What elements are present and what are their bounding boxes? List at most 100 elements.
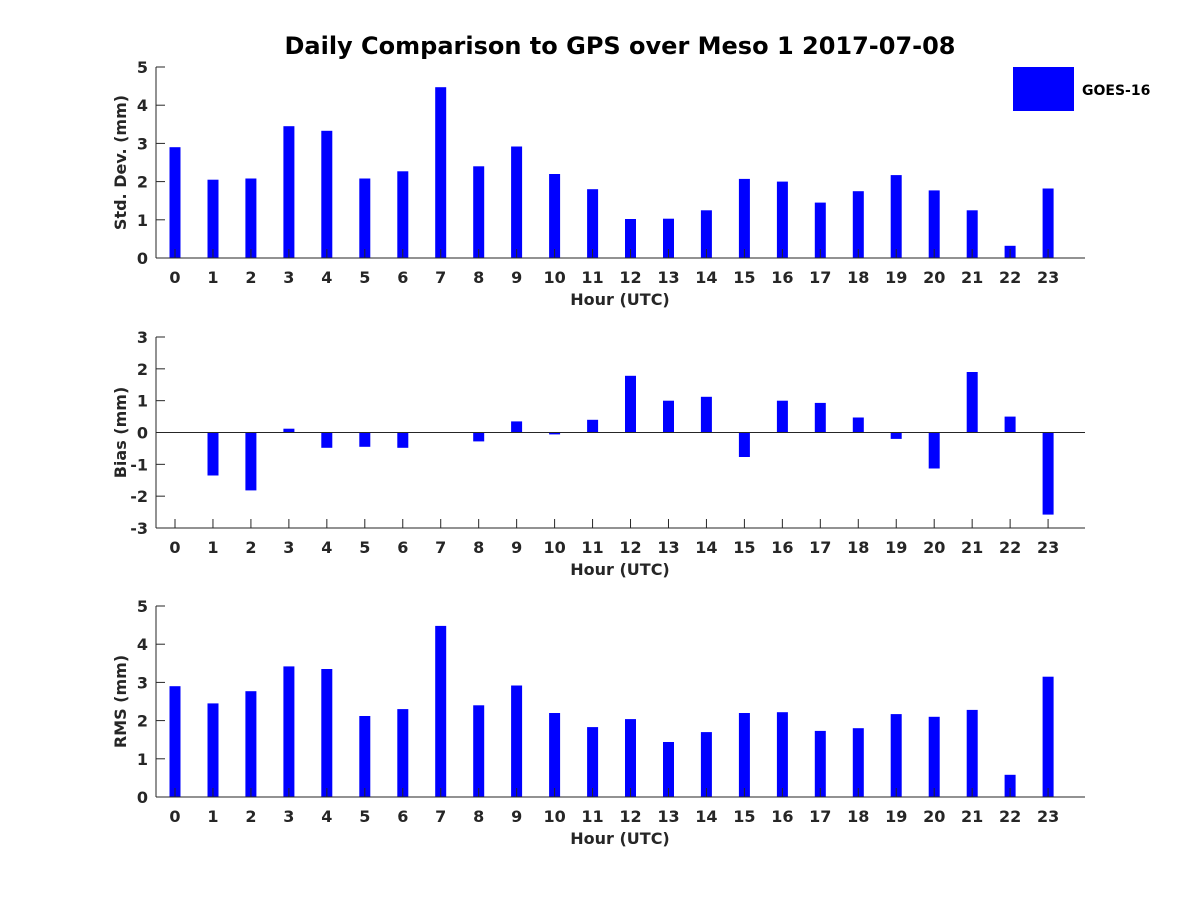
y-tick-label: 1 [137,392,148,411]
bar [435,87,447,258]
x-axis-label: Hour (UTC) [570,290,670,309]
bar [700,210,712,259]
x-tick-label: 14 [695,807,717,826]
bar [625,719,636,797]
bar [890,714,902,797]
x-tick-label: 12 [619,807,641,826]
bar [359,178,371,258]
x-tick-label: 20 [923,807,945,826]
x-tick-label: 9 [511,538,522,557]
bar [245,691,257,797]
y-tick-label: 5 [137,597,148,616]
bar [587,419,599,433]
x-tick-label: 18 [847,807,869,826]
y-tick-label: 1 [137,750,148,769]
bar [814,402,826,433]
bar [776,181,788,258]
bar [663,742,674,797]
x-tick-label: 23 [1037,807,1059,826]
bar [587,727,599,797]
bar [814,730,826,797]
y-tick-label: 3 [137,328,148,347]
legend-swatch [1013,67,1074,111]
x-tick-label: 21 [961,268,983,287]
x-tick-label: 20 [923,538,945,557]
x-tick-label: 10 [543,807,565,826]
bar [928,432,940,469]
x-tick-label: 10 [543,268,565,287]
x-tick-label: 5 [359,538,370,557]
bar [738,432,750,457]
x-tick-label: 6 [397,268,408,287]
x-tick-label: 23 [1037,268,1059,287]
bar [511,146,523,258]
x-tick-label: 15 [733,807,755,826]
y-axis-label: RMS (mm) [111,655,130,748]
bar [549,432,561,435]
x-tick-label: 7 [435,807,446,826]
y-tick-label: 0 [137,788,148,807]
x-tick-label: 14 [695,538,717,557]
x-tick-label: 4 [321,538,332,557]
bar [283,126,295,258]
y-tick-label: -2 [130,487,148,506]
x-tick-label: 4 [321,268,332,287]
bar [852,191,864,258]
x-tick-label: 3 [283,807,294,826]
bar [663,218,674,258]
bar [587,189,599,258]
bar [663,400,674,433]
x-tick-label: 1 [207,538,218,557]
y-tick-label: 2 [137,712,148,731]
y-tick-label: 4 [137,635,148,654]
x-tick-label: 8 [473,807,484,826]
x-tick-label: 16 [771,538,793,557]
x-tick-label: 1 [207,268,218,287]
bar [321,432,333,448]
bar [966,210,978,259]
x-tick-label: 14 [695,268,717,287]
bar [776,400,788,433]
y-tick-label: 2 [137,173,148,192]
bar [1042,432,1054,515]
x-tick-label: 12 [619,268,641,287]
x-tick-label: 8 [473,538,484,557]
x-tick-label: 17 [809,807,831,826]
bar [397,432,409,448]
y-axis-label: Std. Dev. (mm) [111,95,130,230]
y-tick-label: -1 [130,455,148,474]
x-tick-label: 15 [733,268,755,287]
x-tick-label: 13 [657,807,679,826]
bar [776,712,788,797]
x-tick-label: 17 [809,538,831,557]
bar [852,417,864,433]
bar [321,130,333,258]
x-tick-label: 13 [657,268,679,287]
bar [814,202,826,258]
x-tick-label: 11 [581,538,603,557]
x-tick-label: 0 [169,538,180,557]
bar [359,716,371,797]
x-tick-label: 2 [245,538,256,557]
bar [890,175,902,258]
y-tick-label: -3 [130,519,148,538]
x-tick-label: 0 [169,807,180,826]
x-tick-label: 23 [1037,538,1059,557]
x-tick-label: 6 [397,807,408,826]
x-axis-label: Hour (UTC) [570,560,670,579]
x-tick-label: 13 [657,538,679,557]
bar [245,432,257,491]
x-tick-label: 18 [847,268,869,287]
bar [625,219,636,258]
x-tick-label: 7 [435,538,446,557]
x-tick-label: 22 [999,538,1021,557]
bar [435,625,447,797]
y-tick-label: 3 [137,673,148,692]
bar [700,732,712,797]
bar [852,728,864,797]
x-tick-label: 3 [283,538,294,557]
